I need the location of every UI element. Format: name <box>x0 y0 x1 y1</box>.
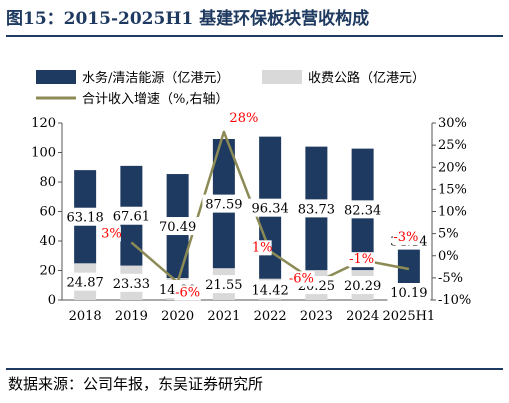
growth-value-label-bg <box>392 230 420 246</box>
left-tick-label: 120 <box>31 116 56 131</box>
right-tick-label: 30% <box>438 116 467 131</box>
road-value-label-bg <box>202 275 246 294</box>
left-tick-label: 20 <box>39 264 56 279</box>
right-tick-label: 10% <box>438 205 467 220</box>
water-value-label: 82.34 <box>344 203 381 218</box>
growth-value-label: 3% <box>101 226 122 241</box>
road-value-label: 24.87 <box>67 276 104 291</box>
data-labels: 63.1824.8767.6123.3370.4914.9087.5921.55… <box>63 110 431 301</box>
x-tick-label: 2023 <box>300 309 333 324</box>
left-tick-label: 60 <box>39 205 56 220</box>
legend-label-road: 收费公路（亿港元） <box>308 70 425 86</box>
growth-value-label: -6% <box>175 285 200 300</box>
road-value-label: 20.29 <box>344 279 381 294</box>
water-value-label: 83.73 <box>298 202 335 217</box>
growth-value-label-bg <box>230 110 258 126</box>
left-tick-label: 80 <box>39 175 56 190</box>
water-value-label: 70.49 <box>159 220 196 235</box>
x-tick-label: 2021 <box>207 309 240 324</box>
road-value-label: 23.33 <box>113 277 150 292</box>
x-tick-label: 2020 <box>161 309 194 324</box>
water-value-label: 67.61 <box>113 210 150 225</box>
water-value-label-bg <box>294 199 338 218</box>
right-tick-label: 25% <box>438 138 467 153</box>
growth-value-label: 1% <box>252 240 273 255</box>
left-tick-label: 40 <box>39 234 56 249</box>
growth-value-label-bg <box>348 252 375 268</box>
legend-label-water: 水务/清洁能源（亿港元） <box>82 70 229 86</box>
left-tick-label: 0 <box>48 293 56 308</box>
water-value-label-bg <box>63 207 107 226</box>
growth-value-label-bg <box>252 240 272 256</box>
right-tick-label: -5% <box>438 271 463 286</box>
growth-value-label: 28% <box>229 111 258 126</box>
right-tick-label: 5% <box>438 227 459 242</box>
right-tick-label: -10% <box>438 293 471 308</box>
revenue-chart: 水务/清洁能源（亿港元） 收费公路（亿港元） 合计收入增速（%,右轴） 0 20 40 6… <box>31 70 471 324</box>
chart-legend: 水务/清洁能源（亿港元） 收费公路（亿港元） 合计收入增速（%,右轴） <box>36 70 425 107</box>
growth-value-label-bg <box>288 271 315 287</box>
legend-swatch-road <box>262 70 302 84</box>
chart-axes: 0 20 40 60 80 100 120 -10% -5% 0% 5% 10% 15% 20% 25% 30… <box>31 116 471 324</box>
right-tick-label: 20% <box>438 160 467 175</box>
road-value-label: 14.42 <box>252 283 289 298</box>
title-rule <box>6 35 503 37</box>
legend-swatch-water <box>36 70 76 84</box>
x-tick-label: 2018 <box>69 309 102 324</box>
growth-value-label-bg <box>101 226 121 242</box>
left-tick-label: 100 <box>31 146 56 161</box>
growth-value-label: -1% <box>349 252 374 267</box>
water-value-label-bg <box>202 194 246 213</box>
water-value-label: 87.59 <box>205 198 242 213</box>
water-value-label-bg <box>109 206 153 225</box>
road-value-label: 10.19 <box>390 286 427 301</box>
x-tick-label: 2022 <box>254 309 287 324</box>
x-tick-label: 2024 <box>346 309 379 324</box>
water-value-label: 63.18 <box>67 211 104 226</box>
road-value-label-bg <box>387 283 431 301</box>
growth-value-label: -6% <box>289 271 314 286</box>
road-value-label-bg <box>248 280 292 299</box>
road-value-label-bg <box>63 272 107 291</box>
water-value-label-bg <box>156 217 200 236</box>
legend-label-growth: 合计收入增速（%,右轴） <box>82 92 229 107</box>
road-value-label-bg <box>341 276 385 295</box>
right-tick-label: 15% <box>438 182 467 197</box>
chart-title: 图15：2015-2025H1 基建环保板块营收构成 <box>6 9 370 29</box>
x-tick-label: 2019 <box>115 309 148 324</box>
road-value-label-bg <box>109 273 153 292</box>
x-tick-label: 2025H1 <box>383 309 436 324</box>
growth-value-label-bg <box>174 285 201 301</box>
water-value-label: 96.34 <box>252 202 289 217</box>
water-value-label-bg <box>248 198 292 217</box>
water-value-label-bg <box>341 200 385 219</box>
road-value-label: 21.55 <box>205 278 242 293</box>
right-tick-label: 0% <box>438 249 459 264</box>
source-rule <box>6 368 503 370</box>
source-note: 数据来源：公司年报，东吴证券研究所 <box>8 375 264 393</box>
growth-value-label: -3% <box>393 230 418 245</box>
